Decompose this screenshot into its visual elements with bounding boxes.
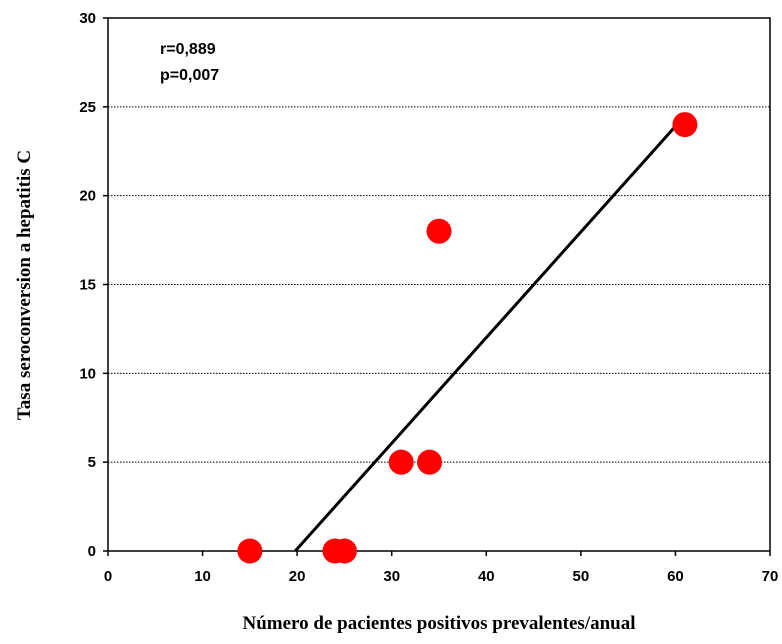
x-tick-label: 60 <box>667 568 684 585</box>
data-point <box>417 449 443 475</box>
p-value-annotation: p=0,007 <box>160 67 219 84</box>
y-tick-label: 30 <box>79 10 96 27</box>
x-tick-label: 70 <box>762 568 779 585</box>
x-tick-label: 50 <box>573 568 590 585</box>
x-tick-label: 10 <box>194 568 211 585</box>
data-point <box>672 112 698 138</box>
y-tick-label: 5 <box>88 454 96 471</box>
x-tick-label: 40 <box>478 568 495 585</box>
y-tick-label: 0 <box>88 543 96 560</box>
grid-lines <box>108 106 770 463</box>
data-point <box>426 218 452 244</box>
y-tick-label: 15 <box>79 277 96 294</box>
y-tick-label: 20 <box>79 188 96 205</box>
y-axis-title: Tasa seroconversion a hepatitis C <box>14 150 35 420</box>
y-tick-label: 25 <box>79 99 96 116</box>
trendline-layer <box>294 114 687 553</box>
trendline <box>294 114 687 553</box>
data-point <box>388 449 414 475</box>
data-points <box>237 112 698 564</box>
x-axis-title: Número de pacientes positivos prevalente… <box>242 613 635 634</box>
correlation-annotation: r=0,889 <box>160 41 216 58</box>
x-tick-label: 0 <box>104 568 112 585</box>
axis-ticks: 0 5 10 15 20 25 30 0 10 20 30 40 50 60 70 <box>79 10 778 585</box>
data-point <box>331 538 357 564</box>
x-tick-label: 20 <box>289 568 306 585</box>
x-tick-label: 30 <box>383 568 400 585</box>
y-tick-label: 10 <box>79 365 96 382</box>
data-point <box>237 538 263 564</box>
